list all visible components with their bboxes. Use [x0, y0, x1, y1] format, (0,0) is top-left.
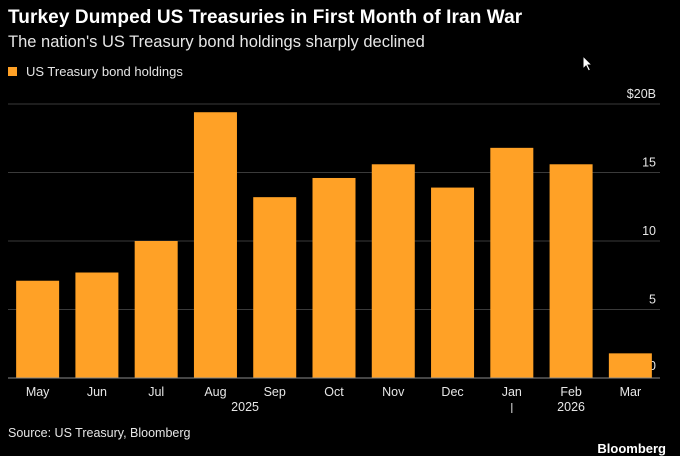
bar	[312, 177, 356, 378]
source-note: Source: US Treasury, Bloomberg	[8, 426, 191, 440]
legend-swatch	[8, 67, 17, 76]
x-tick-label: Oct	[324, 385, 344, 399]
legend-label: US Treasury bond holdings	[26, 64, 183, 79]
x-tick-label: Aug	[204, 385, 226, 399]
y-tick-label: 15	[642, 156, 656, 170]
bloomberg-logo: Bloomberg	[597, 441, 666, 456]
y-tick-label: $20B	[627, 87, 656, 101]
y-tick-label: 10	[642, 224, 656, 238]
x-tick-label: Sep	[264, 385, 286, 399]
year-label: 2026	[557, 400, 585, 414]
bar	[253, 197, 297, 378]
legend: US Treasury bond holdings	[8, 64, 183, 79]
y-tick-label: 5	[649, 293, 656, 307]
x-tick-label: Jan	[502, 385, 522, 399]
x-tick-label: Jun	[87, 385, 107, 399]
mouse-pointer-icon	[582, 55, 593, 72]
x-tick-label: Dec	[441, 385, 463, 399]
bar	[193, 112, 237, 378]
x-tick-label: Nov	[382, 385, 405, 399]
chart-subtitle: The nation's US Treasury bond holdings s…	[8, 33, 425, 51]
bar	[16, 280, 60, 378]
bar	[549, 164, 593, 378]
x-tick-label: Feb	[560, 385, 582, 399]
bar	[608, 353, 652, 378]
y-tick-label: 0	[649, 359, 656, 373]
bar	[371, 164, 415, 378]
year-label: 2025	[231, 400, 259, 414]
bar	[134, 241, 178, 378]
x-tick-label: May	[26, 385, 50, 399]
bar	[431, 187, 475, 378]
bar	[75, 272, 119, 378]
bar	[490, 147, 534, 378]
x-tick-label: Jul	[148, 385, 164, 399]
chart-title: Turkey Dumped US Treasuries in First Mon…	[8, 7, 523, 28]
x-tick-label: Mar	[620, 385, 642, 399]
